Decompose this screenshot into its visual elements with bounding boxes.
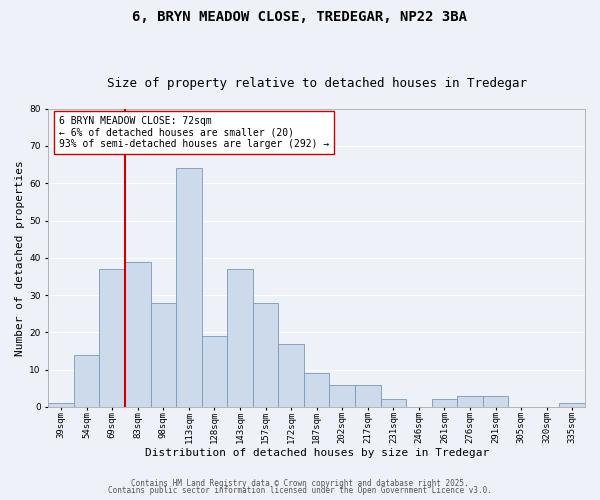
- Text: 6, BRYN MEADOW CLOSE, TREDEGAR, NP22 3BA: 6, BRYN MEADOW CLOSE, TREDEGAR, NP22 3BA: [133, 10, 467, 24]
- Bar: [457, 396, 483, 407]
- Bar: [202, 336, 227, 407]
- Text: Contains public sector information licensed under the Open Government Licence v3: Contains public sector information licen…: [108, 486, 492, 495]
- Bar: [278, 344, 304, 407]
- Bar: [304, 374, 329, 407]
- Bar: [483, 396, 508, 407]
- Bar: [49, 403, 74, 407]
- Bar: [380, 400, 406, 407]
- Bar: [253, 302, 278, 407]
- Bar: [100, 269, 125, 407]
- Bar: [329, 384, 355, 407]
- Bar: [176, 168, 202, 407]
- Bar: [559, 403, 585, 407]
- Y-axis label: Number of detached properties: Number of detached properties: [15, 160, 25, 356]
- X-axis label: Distribution of detached houses by size in Tredegar: Distribution of detached houses by size …: [145, 448, 489, 458]
- Title: Size of property relative to detached houses in Tredegar: Size of property relative to detached ho…: [107, 76, 527, 90]
- Text: 6 BRYN MEADOW CLOSE: 72sqm
← 6% of detached houses are smaller (20)
93% of semi-: 6 BRYN MEADOW CLOSE: 72sqm ← 6% of detac…: [59, 116, 329, 150]
- Bar: [125, 262, 151, 407]
- Bar: [74, 354, 100, 407]
- Text: Contains HM Land Registry data © Crown copyright and database right 2025.: Contains HM Land Registry data © Crown c…: [131, 478, 469, 488]
- Bar: [151, 302, 176, 407]
- Bar: [431, 400, 457, 407]
- Bar: [355, 384, 380, 407]
- Bar: [227, 269, 253, 407]
